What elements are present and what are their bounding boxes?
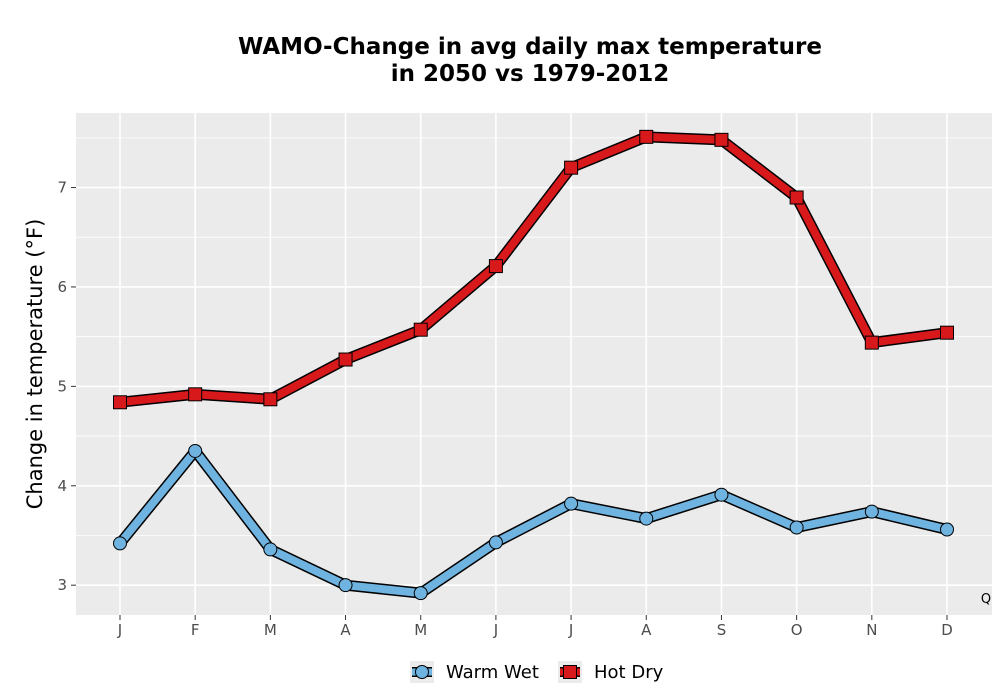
y-tick-label: 3 bbox=[57, 576, 67, 594]
y-axis-label: Change in temperature (°F) bbox=[23, 219, 47, 510]
data-point bbox=[864, 335, 879, 350]
legend-key-marker bbox=[563, 665, 577, 679]
chart-title-line2: in 2050 vs 1979-2012 bbox=[391, 61, 670, 87]
x-tick-label: O bbox=[791, 621, 803, 639]
corner-note: Q bbox=[981, 592, 991, 607]
series-line bbox=[116, 132, 951, 407]
legend-item: Warm Wet bbox=[410, 661, 539, 683]
x-tick-label: M bbox=[264, 621, 277, 639]
data-point bbox=[413, 586, 428, 601]
data-point bbox=[263, 392, 278, 407]
x-tick-label: D bbox=[941, 621, 953, 639]
legend: Warm Wet Hot Dry bbox=[410, 661, 664, 683]
data-point bbox=[714, 487, 729, 502]
data-point bbox=[639, 129, 654, 144]
data-point bbox=[564, 496, 579, 511]
x-tick-label: J bbox=[493, 621, 498, 639]
y-tick-label: 6 bbox=[57, 278, 67, 296]
legend-label: Warm Wet bbox=[446, 662, 539, 683]
y-tick-label: 5 bbox=[57, 377, 67, 395]
x-tick-label: F bbox=[191, 621, 200, 639]
x-tick-label: J bbox=[117, 621, 122, 639]
data-point bbox=[338, 352, 353, 367]
y-tick-label: 4 bbox=[57, 477, 67, 495]
data-point bbox=[338, 578, 353, 593]
data-point bbox=[488, 259, 503, 274]
legend-item: Hot Dry bbox=[558, 661, 664, 683]
data-point bbox=[188, 443, 203, 458]
data-point bbox=[940, 325, 954, 340]
legend-label: Hot Dry bbox=[594, 662, 664, 683]
data-point bbox=[940, 522, 954, 537]
series-layer bbox=[113, 129, 954, 601]
x-tick-label: A bbox=[641, 621, 652, 639]
data-point bbox=[789, 190, 804, 205]
x-tick-label: M bbox=[414, 621, 427, 639]
x-tick-label: A bbox=[340, 621, 351, 639]
x-tick-label: S bbox=[717, 621, 727, 639]
x-tick-label: J bbox=[568, 621, 573, 639]
data-point bbox=[113, 395, 127, 410]
data-point bbox=[789, 520, 804, 535]
data-point bbox=[639, 511, 654, 526]
plot-panel bbox=[76, 113, 992, 615]
data-point bbox=[564, 160, 579, 175]
axis-layer: 3 4 5 6 7 J F M A M J J A S O N D bbox=[57, 179, 952, 639]
x-tick-label: N bbox=[866, 621, 877, 639]
data-point bbox=[113, 536, 127, 551]
chart-title-line1: WAMO-Change in avg daily max temperature bbox=[238, 34, 822, 60]
data-point bbox=[188, 387, 203, 402]
y-tick-label: 7 bbox=[57, 179, 67, 197]
legend-key-marker bbox=[415, 665, 429, 679]
data-point bbox=[488, 535, 503, 550]
series-line bbox=[116, 446, 951, 598]
data-point bbox=[864, 504, 879, 519]
data-point bbox=[263, 542, 278, 557]
data-point bbox=[714, 132, 729, 147]
data-point bbox=[413, 322, 428, 337]
